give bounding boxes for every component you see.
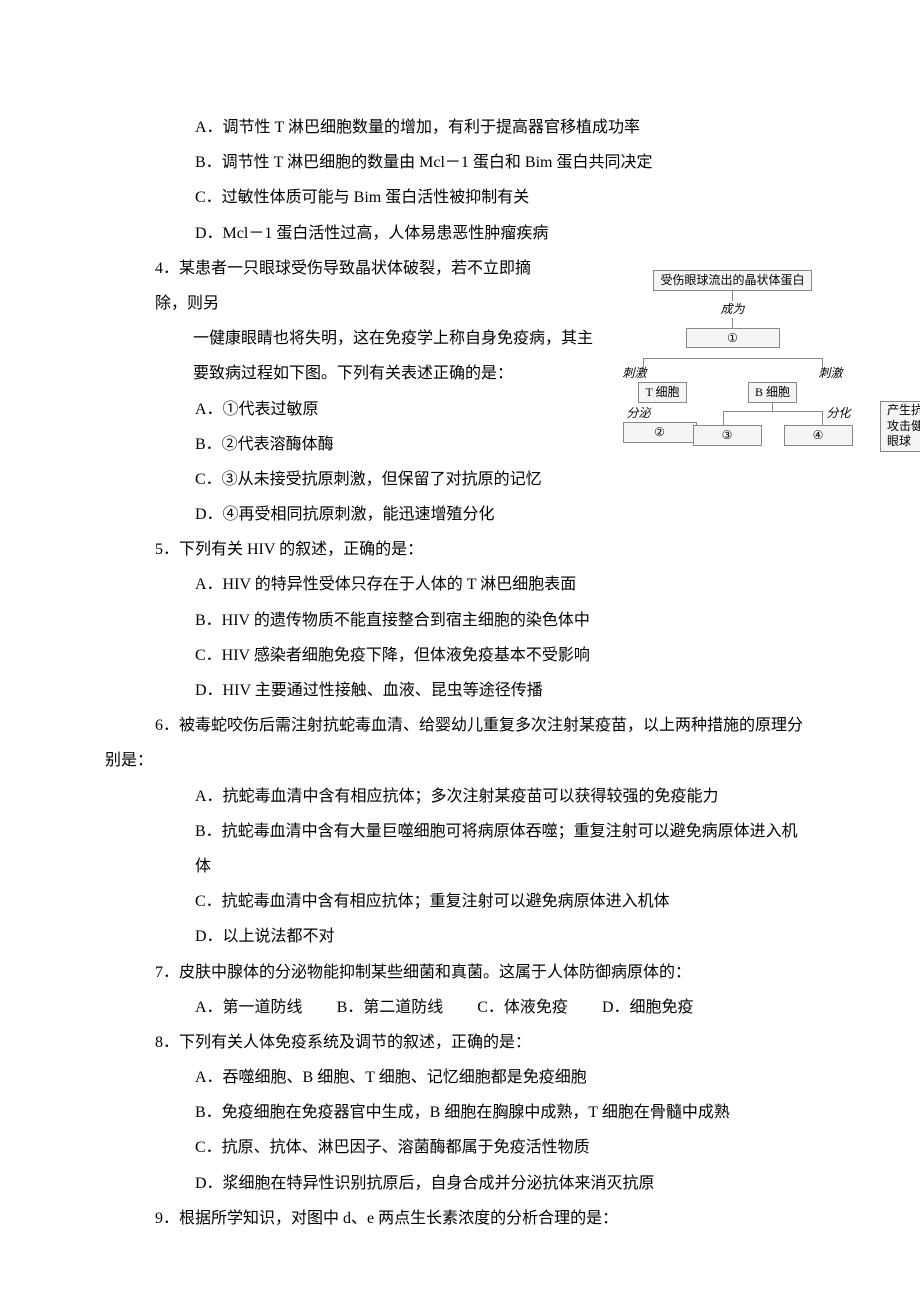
q5-option-b: B．HIV 的遗传物质不能直接整合到宿主细胞的染色体中 [155, 603, 810, 638]
q8-stem: 8．下列有关人体免疫系统及调节的叙述，正确的是： [155, 1025, 810, 1060]
question-6: 6．被毒蛇咬伤后需注射抗蛇毒血清、给婴幼儿重复多次注射某疫苗，以上两种措施的原理… [155, 708, 810, 954]
diagram-bcell-box: B 细胞 [748, 382, 797, 403]
question-9: 9．根据所学知识，对图中 d、e 两点生长素浓度的分析合理的是： [155, 1201, 810, 1236]
diagram-secrete-label: 分泌 [627, 405, 651, 422]
question-7: 7．皮肤中腺体的分泌物能抑制某些细菌和真菌。这属于人体防御病原体的： A．第一道… [155, 955, 810, 1025]
q7-stem: 7．皮肤中腺体的分泌物能抑制某些细菌和真菌。这属于人体防御病原体的： [155, 955, 810, 990]
q8-option-d: D．浆细胞在特异性识别抗原后，自身合成并分泌抗体来消灭抗原 [155, 1166, 810, 1201]
q6-option-a: A．抗蛇毒血清中含有相应抗体；多次注射某疫苗可以获得较强的免疫能力 [155, 779, 810, 814]
q5-option-d: D．HIV 主要通过性接触、血液、昆虫等途径传播 [155, 673, 810, 708]
q7-option-b: B．第二道防线 [337, 990, 444, 1025]
diagram-tcell-box: T 细胞 [638, 382, 686, 403]
q5-option-c: C．HIV 感染者细胞免疫下降，但体液免疫基本不受影响 [155, 638, 810, 673]
q4-stem-line2: 一健康眼睛也将失明，这在免疫学上称自身免疫病，其主 [155, 321, 593, 356]
diagram-stimulate-right: 刺激 [818, 365, 842, 382]
diagram-differentiate-label: 分化 [826, 405, 850, 422]
q3-option-a: A．调节性 T 淋巴细胞数量的增加，有利于提高器官移植成功率 [155, 110, 810, 145]
diagram-become-label: 成为 [575, 301, 890, 318]
diagram-circle-4: ④ [784, 425, 853, 446]
q4-stem-line3: 要致病过程如下图。下列有关表述正确的是： [155, 356, 593, 391]
q4-option-d: D．④再受相同抗原刺激，能迅速增殖分化 [155, 497, 810, 532]
q6-stem-line2: 别是： [105, 743, 810, 778]
q8-option-c: C．抗原、抗体、淋巴因子、溶菌酶都属于免疫活性物质 [155, 1130, 810, 1165]
q8-option-a: A．吞噬细胞、B 细胞、T 细胞、记忆细胞都是免疫细胞 [155, 1060, 810, 1095]
q6-option-b: B．抗蛇毒血清中含有大量巨噬细胞可将病原体吞噬；重复注射可以避免病原体进入机体 [155, 814, 810, 884]
q7-option-d: D．细胞免疫 [602, 990, 694, 1025]
diagram-attack-box: 产生抗体攻击健康眼球 [880, 401, 920, 452]
q7-option-a: A．第一道防线 [195, 990, 303, 1025]
q6-option-d: D．以上说法都不对 [155, 919, 810, 954]
q4-option-c: C．③从未接受抗原刺激，但保留了对抗原的记忆 [155, 462, 810, 497]
diagram-circle-2: ② [623, 422, 697, 443]
q6-option-c: C．抗蛇毒血清中含有相应抗体；重复注射可以避免病原体进入机体 [155, 884, 810, 919]
q5-option-a: A．HIV 的特异性受体只存在于人体的 T 淋巴细胞表面 [155, 567, 810, 602]
diagram-stimulate-left: 刺激 [623, 365, 647, 382]
q8-option-b: B．免疫细胞在免疫器官中生成，B 细胞在胸腺中成熟，T 细胞在骨髓中成熟 [155, 1095, 810, 1130]
q5-stem: 5．下列有关 HIV 的叙述，正确的是： [155, 532, 810, 567]
diagram-circle-1: ① [686, 328, 780, 349]
q3-option-b: B．调节性 T 淋巴细胞的数量由 Mcl－1 蛋白和 Bim 蛋白共同决定 [155, 145, 810, 180]
q6-stem-line1: 6．被毒蛇咬伤后需注射抗蛇毒血清、给婴幼儿重复多次注射某疫苗，以上两种措施的原理… [155, 717, 803, 734]
diagram-top-box: 受伤眼球流出的晶状体蛋白 [653, 270, 811, 291]
q7-option-c: C．体液免疫 [477, 990, 568, 1025]
document-page: A．调节性 T 淋巴细胞数量的增加，有利于提高器官移植成功率 B．调节性 T 淋… [0, 0, 920, 1296]
q9-stem: 9．根据所学知识，对图中 d、e 两点生长素浓度的分析合理的是： [155, 1201, 810, 1236]
diagram-circle-3: ③ [693, 425, 762, 446]
q4-stem-line1: 4．某患者一只眼球受伤导致晶状体破裂，若不立即摘除，则另 [155, 251, 555, 321]
q3-option-d: D．Mcl－1 蛋白活性过高，人体易患恶性肿瘤疾病 [155, 216, 810, 251]
question-3-options: A．调节性 T 淋巴细胞数量的增加，有利于提高器官移植成功率 B．调节性 T 淋… [155, 110, 810, 251]
q3-option-c: C．过敏性体质可能与 Bim 蛋白活性被抑制有关 [155, 180, 810, 215]
question-8: 8．下列有关人体免疫系统及调节的叙述，正确的是： A．吞噬细胞、B 细胞、T 细… [155, 1025, 810, 1201]
q4-diagram: 受伤眼球流出的晶状体蛋白 成为 ① 刺激 刺激 T 细胞 分泌 ② B 细胞 [575, 270, 890, 446]
question-5: 5．下列有关 HIV 的叙述，正确的是： A．HIV 的特异性受体只存在于人体的… [155, 532, 810, 708]
